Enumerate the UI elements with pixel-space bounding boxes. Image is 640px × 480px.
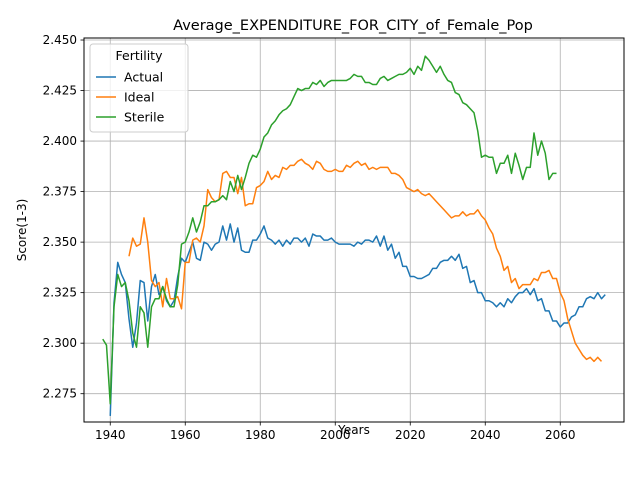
y-axis-label: Score(1-3) [15, 199, 29, 262]
series-line-sterile [102, 55, 557, 405]
legend-label-actual: Actual [124, 70, 163, 85]
grid [84, 38, 624, 422]
series-line-ideal [128, 158, 603, 363]
y-tick-label: 2.350 [43, 235, 77, 249]
x-tick-label: 1940 [95, 428, 126, 442]
y-tick-label: 2.300 [43, 336, 77, 350]
chart-title: Average_EXPENDITURE_FOR_CITY_of_Female_P… [173, 18, 533, 34]
legend-box [89, 43, 189, 133]
y-tick-label: 2.425 [43, 84, 77, 98]
legend: Fertility Actual Ideal Sterile [89, 43, 189, 133]
plot-frame [83, 37, 625, 423]
y-tick-label: 2.375 [43, 185, 77, 199]
x-tick-label: 2020 [395, 428, 426, 442]
x-tick-label: 2040 [470, 428, 501, 442]
legend-label-ideal: Ideal [124, 90, 154, 105]
x-tick-label: 1960 [170, 428, 201, 442]
x-tick-label: 2000 [320, 428, 351, 442]
legend-title: Fertility [116, 48, 164, 63]
x-axis-label: Years [337, 423, 370, 437]
axis-ticks: 1940 1960 1980 2000 2020 2040 2060 2.275 2.300 2.… [43, 33, 576, 442]
x-tick-label: 2060 [545, 428, 576, 442]
y-tick-label: 2.325 [43, 286, 77, 300]
y-tick-label: 2.400 [43, 134, 77, 148]
legend-entries: Actual Ideal Sterile [96, 70, 165, 125]
legend-label-sterile: Sterile [124, 110, 165, 125]
y-tick-label: 2.275 [43, 387, 77, 401]
series-lines [102, 55, 606, 416]
x-tick-label: 1980 [245, 428, 276, 442]
y-tick-label: 2.450 [43, 33, 77, 47]
